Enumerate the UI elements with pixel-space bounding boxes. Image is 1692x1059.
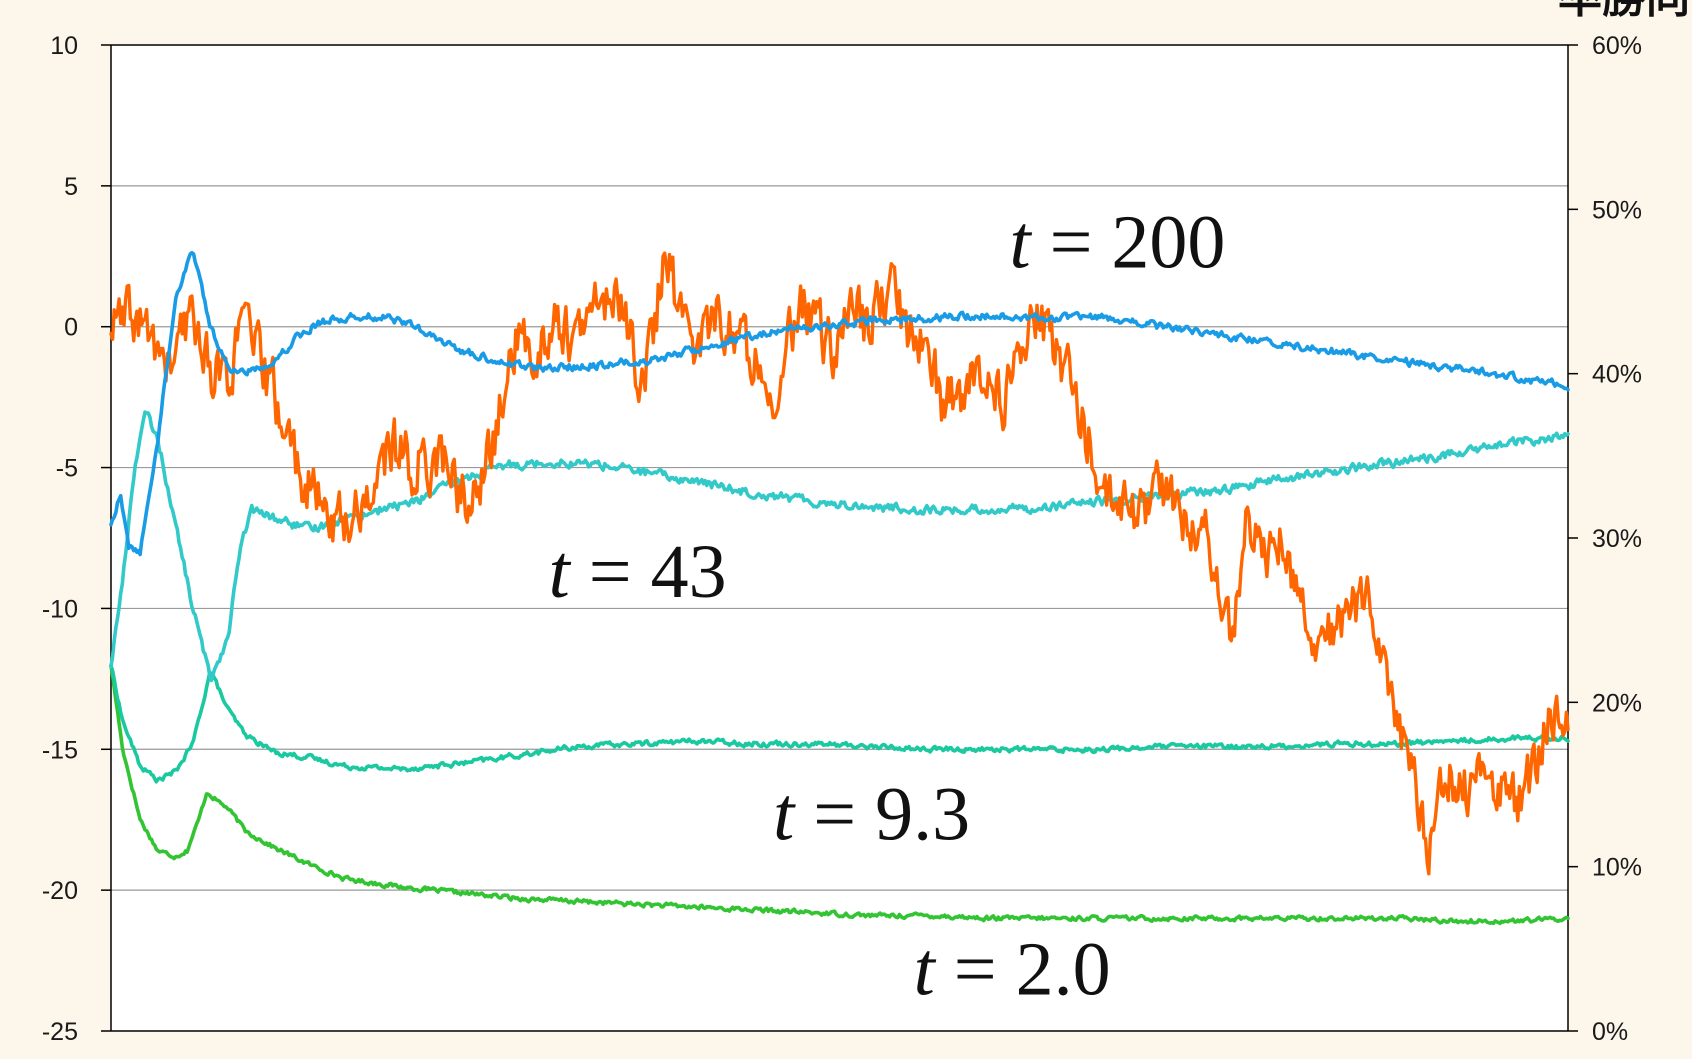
y2-tick-label-0: 60% [1592,32,1642,60]
y-tick-label-6: -20 [42,877,78,905]
annotation-value-0: = 200 [1031,201,1226,285]
y2-tick-label-2: 40% [1592,361,1642,389]
y-tick-label-7: -25 [42,1018,78,1046]
series-line-teal [109,664,1570,784]
y2-tick-label-3: 30% [1592,525,1642,553]
annotation-var-3: t [914,927,937,1011]
series-group [109,250,1570,926]
annotation-value-2: = 9.3 [794,772,970,856]
y-tick-label-4: -10 [42,595,78,623]
annotation-0: t = 200 [1009,201,1225,285]
y2-axis-ticks: 60% 50% 40% 30% 20% 10% 0% [1568,32,1642,1046]
annotation-value-1: = 43 [570,530,727,614]
series-line-green [109,664,1570,926]
plot-area [111,45,1568,1031]
annotation-var-0: t [1009,201,1032,285]
y-tick-label-1: 5 [64,173,78,201]
y2-tick-label-6: 0% [1592,1018,1628,1046]
annotation-1: t = 43 [549,530,727,614]
y-tick-label-3: -5 [56,455,78,483]
annotation-3: t = 2.0 [914,927,1111,1011]
series-line-blue [109,250,1570,557]
y2-tick-label-1: 50% [1592,196,1642,224]
y-tick-label-5: -15 [42,736,78,764]
y2-tick-label-4: 20% [1592,689,1642,717]
annotation-value-3: = 2.0 [935,927,1111,1011]
y2-tick-label-5: 10% [1592,854,1642,882]
annotation-2: t = 9.3 [773,772,970,856]
y-tick-label-2: 0 [64,314,78,342]
y-axis-ticks: 10 5 0 -5 -10 -15 -20 -25 [42,32,111,1046]
annotation-var-1: t [549,530,572,614]
y-tick-label-0: 10 [50,32,78,60]
annotation-var-2: t [773,772,796,856]
corner-text: 率勝同 [1558,0,1690,22]
